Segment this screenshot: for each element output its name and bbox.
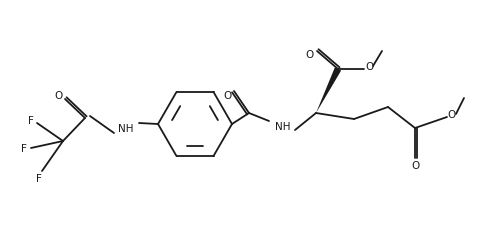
Text: O: O [54,91,62,100]
Text: O: O [365,62,373,72]
Text: F: F [36,173,42,183]
Text: F: F [28,116,34,125]
Text: O: O [223,91,231,100]
Text: O: O [305,50,313,60]
Polygon shape [316,68,341,113]
Text: NH: NH [275,122,291,131]
Text: O: O [411,160,419,170]
Text: O: O [448,109,456,119]
Text: NH: NH [118,123,134,134]
Text: F: F [21,143,27,153]
